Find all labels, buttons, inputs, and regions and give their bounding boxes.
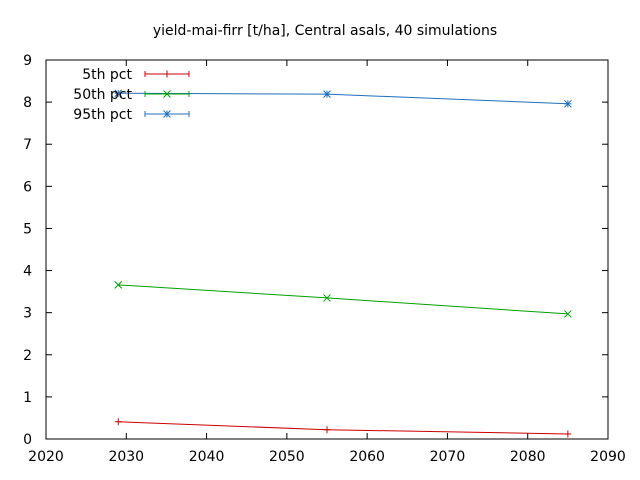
axes: 2020 2030 2040 2050 2060 2070 2080 2090 0 1 2 3 4 5 6 7…: [23, 53, 626, 465]
y-tick-label: 5: [23, 221, 32, 237]
data-point: [564, 99, 572, 108]
series-1: [114, 418, 572, 438]
legend-item: 5th pct: [82, 67, 190, 83]
data-point: [323, 294, 331, 302]
data-point: [114, 281, 123, 289]
x-tick-label: 2030: [108, 449, 144, 465]
plot-frame: [45, 59, 609, 440]
x-tick-label: 2050: [269, 449, 305, 465]
legend-marker: [163, 110, 171, 118]
legend: 5th pct 50th pct 95th pct: [73, 67, 190, 123]
y-tick-label: 9: [23, 53, 32, 69]
x-tick-label: 2020: [28, 449, 64, 465]
chart-title: yield-mai-firr [t/ha], Central asals, 40…: [153, 23, 497, 39]
y-tick-label: 0: [23, 432, 32, 448]
y-tick-label: 4: [23, 264, 32, 280]
y-tick-label: 2: [23, 348, 32, 364]
data-point: [323, 426, 331, 434]
x-tick-label: 2070: [430, 449, 466, 465]
series-3: [114, 89, 572, 108]
y-tick-label: 6: [23, 179, 32, 195]
y-tick-label: 1: [23, 390, 32, 406]
series-line: [118, 421, 568, 435]
x-tick-label: 2060: [349, 449, 385, 465]
x-tick-label: 2040: [189, 449, 225, 465]
series-line: [118, 92, 568, 105]
data-point: [114, 89, 123, 98]
legend-item: 95th pct: [73, 107, 190, 123]
series-layer: [114, 89, 572, 438]
legend-label: 95th pct: [73, 107, 132, 123]
legend-label: 50th pct: [73, 87, 132, 103]
legend-label: 5th pct: [82, 67, 132, 83]
x-tick-label: 2080: [510, 449, 546, 465]
series-line: [118, 284, 568, 315]
series-2: [114, 281, 572, 318]
x-tick-label: 2090: [590, 449, 626, 465]
y-tick-label: 3: [23, 306, 32, 322]
y-tick-label: 8: [23, 95, 32, 111]
legend-item: 50th pct: [73, 87, 190, 103]
data-point: [114, 418, 122, 426]
legend-marker: [163, 70, 171, 78]
data-point: [564, 430, 572, 438]
legend-marker: [163, 90, 171, 98]
y-tick-label: 7: [23, 137, 32, 153]
data-point: [564, 310, 572, 318]
data-point: [323, 90, 331, 98]
